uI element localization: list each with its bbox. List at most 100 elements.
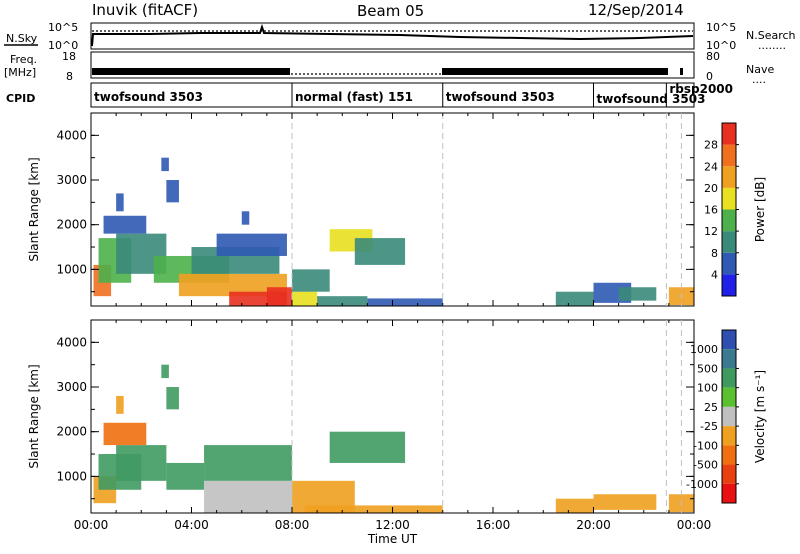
- data-cell: [166, 462, 205, 490]
- colorbar-tick-label: -100: [693, 439, 718, 452]
- data-cell: [116, 193, 124, 212]
- data-cell: [103, 215, 147, 234]
- data-cell: [292, 291, 318, 306]
- velocity-panel: 1000 2000 3000 4000 Slant Range [km] 1000 500 1…: [27, 319, 767, 546]
- y-tick-label: 3000: [56, 173, 87, 187]
- y-tick-label: 2000: [56, 218, 87, 232]
- noise-sky-label: N.Sky: [6, 32, 38, 45]
- colorbar-swatch: [722, 406, 736, 427]
- noise-panel-frame: [90, 22, 695, 50]
- x-tick-label: 12:00: [375, 518, 410, 532]
- colorbar-tick-label: 16: [704, 204, 718, 217]
- x-axis-label: Time UT: [367, 532, 418, 546]
- colorbar-swatch: [722, 252, 736, 275]
- colorbar-swatch: [722, 274, 736, 296]
- data-cell: [178, 273, 287, 297]
- colorbar-tick-label: -1000: [686, 478, 718, 491]
- cpid-segment-label: twofsound 3503: [446, 90, 555, 104]
- noise-search-label: N.Search: [746, 29, 796, 42]
- data-cell: [354, 238, 406, 265]
- freq-bar-segment-1: [92, 68, 290, 75]
- colorbar-tick-label: 12: [704, 225, 718, 238]
- data-cell: [304, 505, 443, 513]
- colorbar-label: Power [dB]: [753, 177, 767, 242]
- y-tick-label: 4000: [56, 335, 87, 349]
- y-axis-label: Slant Range [km]: [27, 364, 41, 468]
- data-cell: [317, 296, 368, 306]
- cpid-segment-label: twofsound 3503: [94, 90, 203, 104]
- x-tick-label: 04:00: [174, 518, 209, 532]
- data-cell: [204, 480, 292, 513]
- data-cell: [166, 180, 179, 203]
- y-tick-label: 4000: [56, 128, 87, 142]
- colorbar-tick-label: 8: [711, 247, 718, 260]
- colorbar-swatch: [722, 426, 736, 446]
- data-cell: [329, 431, 406, 463]
- data-cell: [103, 422, 147, 446]
- data-cell: [618, 287, 657, 301]
- colorbar-tick-label: -25: [700, 420, 718, 433]
- freq-panel-frame: [90, 51, 695, 79]
- x-tick-label: 20:00: [576, 518, 611, 532]
- freq-left-tick-bottom: 8: [66, 70, 73, 83]
- colorbar-swatch: [722, 349, 736, 369]
- colorbar-swatch: [722, 330, 736, 350]
- freq-right-tick-bottom: 0: [706, 70, 713, 83]
- power-panel: 1000 2000 3000 4000 Slant Range [km] 4 8 12 16 20…: [27, 112, 767, 307]
- data-cell: [204, 445, 292, 481]
- cpid-segment-label: twofsound 3503: [597, 92, 706, 106]
- station-title: Inuvik (fitACF): [92, 1, 198, 19]
- noise-right-tick-top: 10^5: [706, 21, 736, 34]
- data-cell: [593, 494, 657, 510]
- nave-label: Nave: [746, 63, 774, 76]
- colorbar-label: Velocity [m s⁻¹]: [753, 370, 767, 463]
- noise-left-tick-top: 10^5: [48, 21, 78, 34]
- colorbar-tick-label: 500: [697, 362, 718, 375]
- noise-sky-trace: [91, 23, 694, 47]
- x-tick-label: 00:00: [74, 518, 109, 532]
- data-cell: [116, 445, 167, 481]
- data-cell: [292, 269, 330, 292]
- data-cell: [555, 291, 594, 306]
- colorbar-swatch: [722, 464, 736, 484]
- data-cell: [216, 233, 287, 256]
- noise-left-tick-bottom: 10^0: [48, 39, 78, 52]
- y-axis-label: Slant Range [km]: [27, 157, 41, 261]
- colorbar-tick-label: 25: [704, 401, 718, 414]
- colorbar-tick-label: 28: [704, 139, 718, 152]
- freq-label-2: [MHz]: [4, 66, 36, 79]
- x-tick-label: 00:00: [677, 518, 712, 532]
- cpid-segment-label: normal (fast) 151: [295, 90, 413, 104]
- y-tick-label: 1000: [56, 469, 87, 483]
- colorbar-tick-label: 100: [697, 382, 718, 395]
- freq-label-1: Freq.: [10, 53, 37, 66]
- cpid-segment-label: rbsp2000: [669, 82, 733, 96]
- freq-left-tick-top: 18: [62, 50, 76, 63]
- cpid-panel-frame: [90, 82, 695, 108]
- data-cell: [161, 364, 169, 379]
- colorbar-swatch: [722, 387, 736, 407]
- freq-bar-segment-2: [442, 68, 668, 75]
- data-cell: [166, 387, 179, 410]
- colorbar-swatch: [722, 231, 736, 253]
- colorbar-swatch: [722, 187, 736, 210]
- beam-title: Beam 05: [357, 2, 424, 20]
- date-title: 12/Sep/2014: [588, 1, 684, 19]
- x-tick-label: 08:00: [275, 518, 310, 532]
- freq-right-tick-top: 80: [706, 50, 720, 63]
- cpid-label: CPID: [6, 92, 35, 105]
- noise-right-tick-bottom: 10^0: [706, 39, 736, 52]
- colorbar-swatch: [722, 483, 736, 503]
- colorbar-frame: [721, 329, 737, 504]
- data-cell: [266, 287, 292, 306]
- data-cell: [161, 157, 169, 172]
- x-tick-label: 16:00: [476, 518, 511, 532]
- colorbar-swatch: [722, 445, 736, 465]
- y-tick-label: 2000: [56, 425, 87, 439]
- freq-bar-segment-3: [680, 68, 683, 75]
- nave-marker: ....: [752, 73, 766, 86]
- colorbar-swatch: [722, 209, 736, 232]
- cpid-segments: twofsound 3503 normal (fast) 151 twofsound…: [94, 82, 733, 107]
- colorbar-tick-label: 1000: [690, 343, 718, 356]
